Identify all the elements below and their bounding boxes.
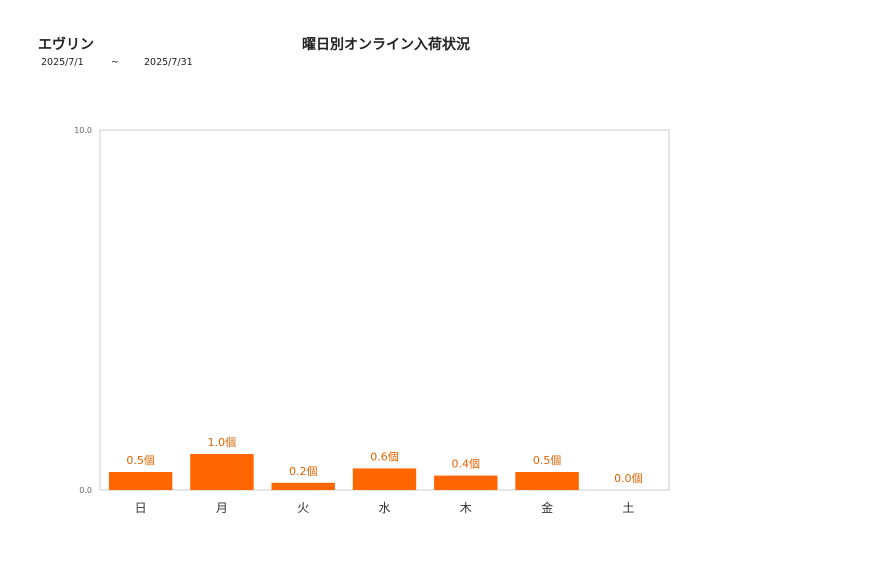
- bar: [352, 468, 417, 490]
- data-label: 0.0個: [614, 472, 643, 485]
- data-label: 0.2個: [289, 465, 318, 478]
- x-tick-label: 日: [135, 501, 147, 515]
- bar: [190, 454, 254, 490]
- date-separator: ~: [111, 57, 119, 68]
- date-to: 2025/7/31: [144, 57, 193, 68]
- y-tick-label: 0.0: [79, 486, 92, 495]
- x-tick-label: 水: [378, 501, 390, 515]
- x-tick-label: 月: [216, 501, 228, 515]
- x-tick-label: 金: [541, 500, 553, 515]
- data-label: 0.5個: [533, 454, 562, 467]
- data-label: 1.0個: [208, 436, 237, 449]
- date-from: 2025/7/1: [41, 57, 84, 68]
- bar: [515, 472, 579, 490]
- data-label: 0.5個: [126, 454, 155, 467]
- plot-frame: [99, 129, 670, 491]
- bar: [108, 472, 173, 490]
- x-tick-label: 火: [297, 501, 309, 515]
- y-tick-label: 10.0: [74, 126, 92, 135]
- bar: [434, 475, 498, 490]
- chart-title: 曜日別オンライン入荷状況: [302, 37, 470, 53]
- x-tick-label: 土: [622, 501, 634, 515]
- x-tick-label: 木: [460, 501, 472, 515]
- data-label: 0.4個: [452, 458, 481, 471]
- data-label: 0.6個: [370, 450, 399, 463]
- brand-name: エヴリン: [38, 37, 94, 53]
- bar: [271, 482, 335, 490]
